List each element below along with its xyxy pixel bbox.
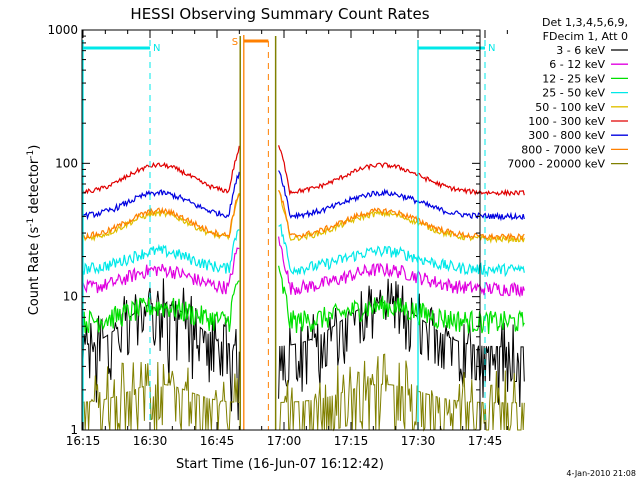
x-tick-label-2: 16:45: [200, 434, 235, 448]
x-tick-label-4: 17:15: [334, 434, 369, 448]
saa-label: S: [232, 37, 238, 48]
legend-label-5: 100 - 300 keV: [528, 115, 605, 128]
plot-frame: [81, 29, 481, 431]
night-label-1: N: [488, 43, 495, 54]
chart-title: HESSI Observing Summary Count Rates: [130, 5, 429, 23]
series-line-6-12-kev: [82, 236, 525, 298]
legend-header-line-2: FDecim 1, Att 0: [543, 30, 628, 43]
x-tick-label-6: 17:45: [468, 434, 503, 448]
y-tick-label-2: 100: [55, 156, 78, 170]
y-axis-label-mid: detector: [27, 158, 42, 218]
series-line-100-300-kev: [82, 145, 525, 197]
legend-label-3: 25 - 50 keV: [542, 87, 605, 100]
legend-label-2: 12 - 25 keV: [542, 72, 605, 85]
plot-area: N N S 16:15 16:30 16:45 17:00 17:15 17:30 17:45 1 1…: [47, 23, 525, 448]
legend-label-0: 3 - 6 keV: [556, 44, 605, 57]
series-line-25-50-kev: [82, 223, 525, 278]
y-axis-label: Count Rate (s-1 detector-1): [26, 145, 42, 316]
y-tick-label-0: 1: [70, 423, 78, 437]
y-axis-label-main: Count Rate (s: [27, 227, 42, 316]
x-tick-label-1: 16:30: [133, 434, 168, 448]
legend-label-8: 7000 - 20000 keV: [507, 158, 605, 171]
y-tick-label-1: 10: [63, 290, 78, 304]
y-axis-label-end: ): [27, 145, 42, 150]
series-line-12-25-kev: [82, 265, 525, 335]
series-line-300-800-kev: [82, 170, 525, 222]
x-tick-label-5: 17:30: [401, 434, 436, 448]
legend-header-line-1: Det 1,3,4,5,6,9,: [542, 16, 628, 29]
render-timestamp: 4-Jan-2010 21:08: [566, 469, 636, 478]
x-tick-label-0: 16:15: [66, 434, 101, 448]
y-axis-label-sup1: -1: [26, 218, 36, 227]
x-axis-label: Start Time (16-Jun-07 16:12:42): [176, 457, 384, 472]
y-tick-label-3: 1000: [47, 23, 78, 37]
night-label-0: N: [153, 43, 160, 54]
legend-label-7: 800 - 7000 keV: [521, 143, 605, 156]
legend-label-6: 300 - 800 keV: [528, 129, 605, 142]
legend-label-1: 6 - 12 keV: [549, 58, 605, 71]
legend-label-4: 50 - 100 keV: [535, 101, 605, 114]
series-line-7000-20000-kev: [82, 353, 525, 432]
x-tick-label-3: 17:00: [267, 434, 302, 448]
y-axis-label-sup2: -1: [26, 150, 36, 159]
series-line-800-7000-kev: [82, 190, 525, 241]
